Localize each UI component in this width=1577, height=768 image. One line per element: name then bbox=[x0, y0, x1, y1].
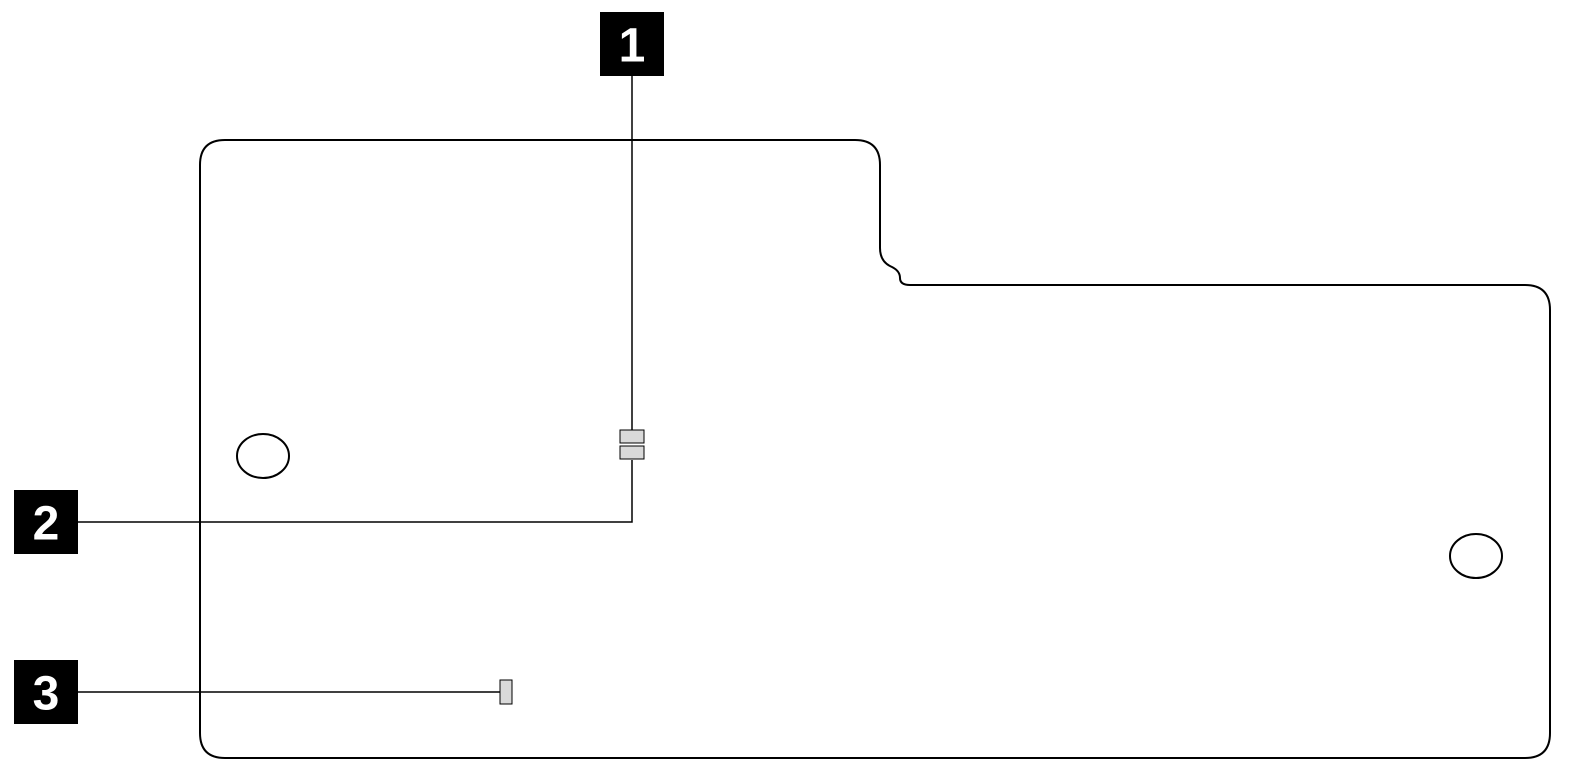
callout-1: 1 bbox=[600, 12, 664, 76]
callout-1-label: 1 bbox=[619, 20, 646, 73]
switch-bottom-half bbox=[620, 446, 644, 459]
callout-3: 3 bbox=[14, 660, 78, 724]
switch-component bbox=[620, 430, 644, 459]
technical-diagram: 1 2 3 bbox=[0, 0, 1577, 768]
small-component bbox=[500, 680, 512, 704]
callout-2-leader bbox=[78, 460, 632, 522]
callout-2: 2 bbox=[14, 490, 78, 554]
mounting-hole-right bbox=[1450, 534, 1502, 578]
callout-3-label: 3 bbox=[33, 668, 60, 721]
callout-2-label: 2 bbox=[33, 498, 60, 551]
switch-top-half bbox=[620, 430, 644, 443]
mounting-hole-left bbox=[237, 434, 289, 478]
board-outline bbox=[200, 140, 1550, 758]
